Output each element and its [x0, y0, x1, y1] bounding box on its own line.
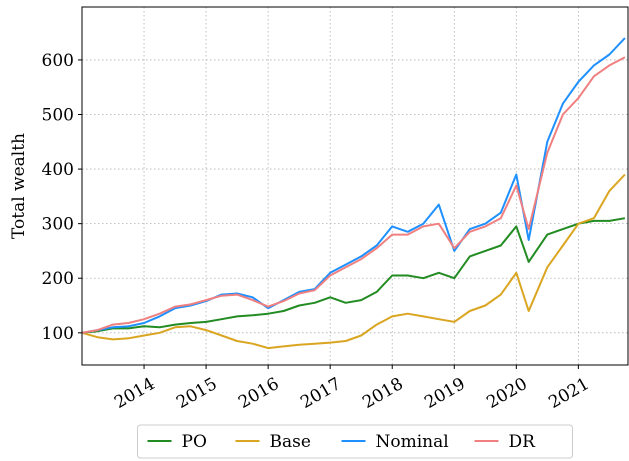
line-series	[81, 173, 626, 350]
x-tick-label: 2020	[483, 374, 530, 413]
y-tick-label: 200	[42, 269, 74, 289]
y-tick-label: 600	[42, 51, 74, 71]
line-series	[81, 37, 626, 334]
legend-label: PO	[182, 432, 207, 452]
legend-label: DR	[509, 432, 537, 452]
x-tick-label: 2021	[545, 374, 592, 413]
x-tick-label: 2019	[421, 374, 468, 413]
y-tick-label: 500	[42, 106, 74, 126]
x-tick-label: 2014	[111, 374, 158, 413]
legend-label: Base	[270, 432, 311, 452]
y-tick-label: 300	[42, 215, 74, 235]
legend-label: Nominal	[376, 432, 449, 452]
plot-frame	[81, 6, 629, 366]
y-tick-label: 400	[42, 160, 74, 180]
legend: PO Base Nominal DR	[137, 424, 573, 459]
x-tick-label: 2017	[297, 374, 344, 413]
x-tick-label: 2018	[359, 374, 406, 413]
line-series	[81, 217, 626, 334]
y-tick-label: 100	[42, 324, 74, 344]
y-axis-label: Total wealth	[9, 133, 29, 239]
x-tick-label: 2016	[235, 374, 282, 413]
line-series	[81, 56, 626, 334]
x-tick-label: 2015	[173, 374, 220, 413]
